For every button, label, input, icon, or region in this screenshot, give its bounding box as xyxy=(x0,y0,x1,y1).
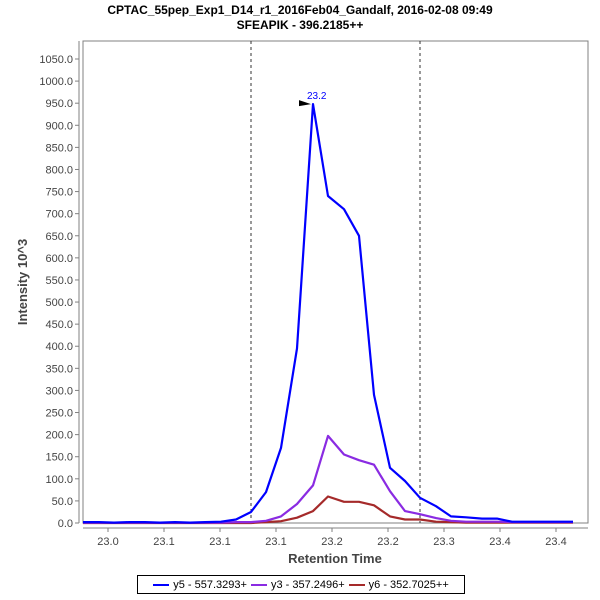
chart-title: CPTAC_55pep_Exp1_D14_r1_2016Feb04_Gandal… xyxy=(107,3,493,17)
y-tick-label: 350.0 xyxy=(45,363,73,375)
y-tick-label: 0.0 xyxy=(58,518,73,530)
legend-swatch xyxy=(153,583,170,586)
x-tick-label: 23.1 xyxy=(153,536,174,548)
legend-swatch xyxy=(250,583,267,586)
x-tick-label: 23.1 xyxy=(209,536,230,548)
x-tick-label: 23.4 xyxy=(545,536,566,548)
y-tick-label: 250.0 xyxy=(45,408,73,420)
peak-arrow-icon xyxy=(299,100,311,107)
y-axis-label: Intensity 10^3 xyxy=(15,239,30,325)
y-tick-label: 700.0 xyxy=(45,209,73,221)
x-tick-label: 23.1 xyxy=(265,536,286,548)
y-tick-label: 750.0 xyxy=(45,187,73,199)
legend-item-y3: y3 - 357.2496+ xyxy=(250,579,345,591)
legend-item-y5: y5 - 557.3293+ xyxy=(153,579,247,591)
x-tick-label: 23.2 xyxy=(321,536,342,548)
y-tick-label: 600.0 xyxy=(45,253,73,265)
y-tick-label: 500.0 xyxy=(45,297,73,309)
plot-area xyxy=(82,40,589,524)
y-tick-label: 300.0 xyxy=(45,385,73,397)
x-tick-label: 23.4 xyxy=(489,536,510,548)
y-tick-label: 800.0 xyxy=(45,164,73,176)
y-tick-label: 650.0 xyxy=(45,231,73,243)
legend-swatch xyxy=(348,583,365,586)
y-tick-label: 1000.0 xyxy=(39,76,73,88)
y-tick-label: 900.0 xyxy=(45,120,73,132)
y-tick-label: 150.0 xyxy=(45,452,73,464)
legend: y5 - 557.3293+ y3 - 357.2496+ y6 - 352.7… xyxy=(137,575,465,594)
y-tick-label: 550.0 xyxy=(45,275,73,287)
y-tick-label: 450.0 xyxy=(45,319,73,331)
x-tick-label: 23.3 xyxy=(433,536,454,548)
y-tick-label: 400.0 xyxy=(45,341,73,353)
x-axis-label: Retention Time xyxy=(288,551,382,566)
y-tick-label: 950.0 xyxy=(45,98,73,110)
y-tick-label: 50.0 xyxy=(52,496,73,508)
y-tick-label: 850.0 xyxy=(45,142,73,154)
y-tick-label: 100.0 xyxy=(45,474,73,486)
x-tick-label: 23.2 xyxy=(377,536,398,548)
y-tick-label: 200.0 xyxy=(45,430,73,442)
y-tick-label: 1050.0 xyxy=(39,54,73,66)
series-line xyxy=(83,102,573,524)
legend-item-y6: y6 - 352.7025++ xyxy=(348,579,449,591)
peak-label: 23.2 xyxy=(307,91,327,102)
x-tick-label: 23.0 xyxy=(97,536,118,548)
chart-subtitle: SFEAPIK - 396.2185++ xyxy=(236,18,364,32)
